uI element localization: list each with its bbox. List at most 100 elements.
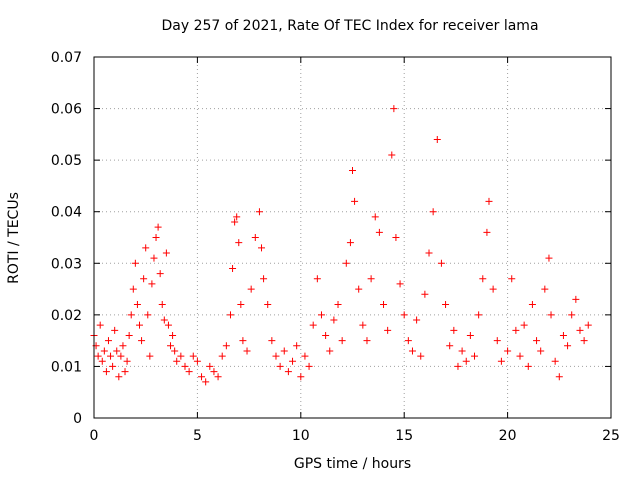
data-point [541,285,549,293]
data-point [313,275,321,283]
data-point [171,347,179,355]
data-point [113,347,121,355]
x-tick-label: 5 [193,428,202,444]
data-point [547,311,555,319]
data-point [384,326,392,334]
data-point [193,357,201,365]
data-point [115,373,123,381]
y-tick-label: 0.03 [51,256,82,272]
data-point [454,362,462,370]
data-point [555,373,563,381]
data-point [150,254,158,262]
x-tick-label: 20 [499,428,517,444]
y-tick-label: 0.02 [51,308,82,324]
data-point [351,197,359,205]
data-point [243,347,251,355]
data-point [94,352,102,360]
data-point [100,347,108,355]
data-point [429,208,437,216]
data-point [181,362,189,370]
data-point [117,352,125,360]
data-point [520,321,528,329]
data-point [255,208,263,216]
data-point [233,213,241,221]
data-point [280,347,288,355]
data-point [268,337,276,345]
data-point [334,301,342,309]
data-point [421,290,429,298]
data-point [450,326,458,334]
data-point [404,337,412,345]
data-point [326,347,334,355]
data-point [508,275,516,283]
data-point [131,259,139,267]
data-point [305,362,313,370]
data-point [564,342,572,350]
data-point [98,357,106,365]
data-point [284,368,292,376]
data-point [111,326,119,334]
data-point [533,337,541,345]
data-point [446,342,454,350]
data-point [408,347,416,355]
data-point [349,166,356,174]
data-point [104,337,112,345]
data-point [551,357,559,365]
data-point [152,234,160,241]
data-point [297,373,305,381]
data-point [210,368,218,376]
data-point [185,368,193,376]
data-point [355,285,363,293]
plot-frame [93,56,612,419]
data-point [425,249,433,257]
data-point [144,311,152,319]
data-point [154,223,162,231]
y-tick-label: 0.04 [51,205,82,221]
data-point [251,234,259,241]
data-point [466,331,474,339]
data-point [524,362,532,370]
data-point [140,275,148,283]
data-point [437,259,445,267]
data-point [123,357,131,365]
data-point [545,254,553,262]
data-point [258,244,266,252]
data-point [135,321,143,329]
data-point [568,311,576,319]
data-point [226,311,234,319]
data-point [239,337,247,345]
data-point [218,352,226,360]
x-tick-label: 25 [602,428,620,444]
axis-ticks: 0 5 10 15 20 25 0 0.01 0.02 0.03 0.04 0.05 0.06 0.07 [51,50,620,444]
data-point [198,373,206,381]
data-point [133,301,141,309]
data-point [489,285,497,293]
data-point [156,270,164,278]
data-point [375,228,383,236]
data-point [235,239,243,247]
data-point [173,357,181,365]
data-point [342,259,350,267]
data-point [396,280,404,288]
data-point [309,321,317,329]
data-point [433,136,441,144]
data-point [162,249,170,257]
data-point [206,362,214,370]
y-tick-label: 0.01 [51,359,82,375]
data-point [322,331,330,339]
data-point [537,347,545,355]
data-point [247,285,255,293]
data-point [359,321,367,329]
data-point [177,352,185,360]
data-point [483,228,491,236]
data-point [388,151,396,159]
data-point [222,342,230,350]
data-points [90,105,592,386]
y-tick-label: 0 [73,411,82,427]
data-point [146,352,154,360]
data-point [390,105,398,113]
data-point [559,331,567,339]
data-point [471,352,479,360]
data-point [442,301,450,309]
data-point [485,197,493,205]
